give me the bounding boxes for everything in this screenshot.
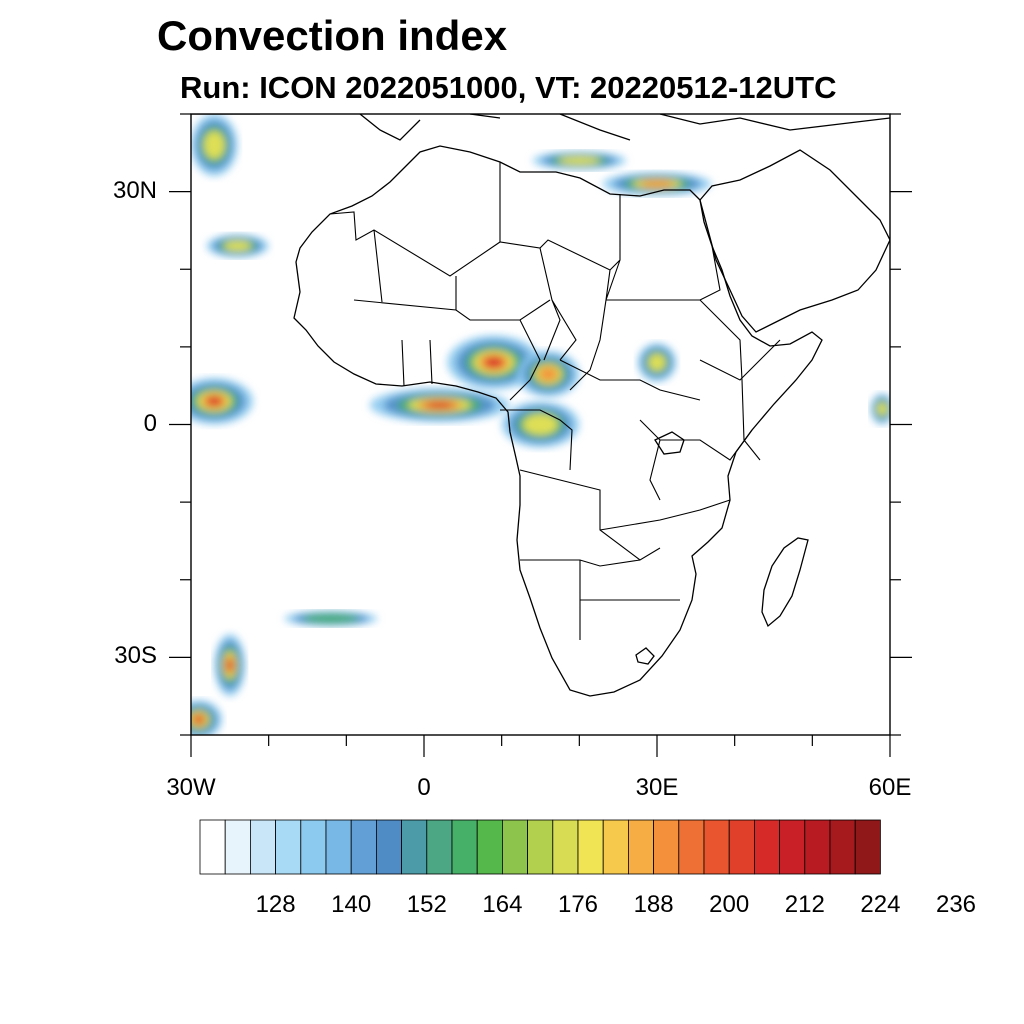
axis-ticks [169,113,912,757]
colorbar-label: 212 [785,891,825,918]
colorbar-box [678,819,705,875]
lake-victoria [654,431,685,455]
europe-coastline [191,114,890,141]
colorbar-box [249,819,276,875]
contour-fill [194,715,204,724]
convection-cell-atlantic-south [214,634,246,697]
colorbar-box [501,819,528,875]
lesotho [635,647,655,665]
lon-tick-label: 0 [417,774,431,801]
contour-fill [648,353,666,372]
colorbar-label: 236 [936,891,976,918]
colorbar-label: 200 [709,891,749,918]
lon-tick-label: 60E [868,774,912,801]
contour-fill [876,401,888,416]
contour-fill [302,613,359,624]
colorbar-box [552,819,579,875]
lon-tick-label: 30E [635,774,679,801]
convection-cell-atlantic-south-streak [284,610,378,627]
contour-fill [425,401,454,409]
colorbar-box [779,819,806,875]
colorbar-box [577,819,604,875]
colorbar-box [325,819,352,875]
colorbar-label: 140 [331,891,371,918]
africa-coastline [293,145,823,697]
convection-cell-east-africa-coast [870,393,890,425]
contour-fill [226,658,233,672]
arabia-coastline [699,149,890,333]
colorbar-label: 152 [407,891,447,918]
contour-fill [223,240,252,252]
colorbar-label: 176 [558,891,598,918]
colorbar-box [451,819,478,875]
chart-title: Convection index [157,12,508,59]
colorbar-box [426,819,453,875]
madagascar-coastline [761,537,809,628]
colorbar-box [300,819,327,875]
convection-cell-atlantic-northwest-arc [191,114,238,177]
colorbar-label: 224 [860,891,900,918]
colorbar-label: 188 [634,891,674,918]
convection-cell-mediterranean-central [532,151,626,170]
colorbar-box [275,819,302,875]
colorbar-box [602,819,629,875]
colorbar-label: 128 [256,891,296,918]
contour-fill [523,414,558,435]
colorbar-box [854,819,881,875]
convection-cell-congo-basin [501,401,580,448]
colorbar-box [653,819,680,875]
colorbar-box [754,819,781,875]
contour-fill [639,180,675,188]
convection-cell-south-sudan [637,342,677,382]
contour-fill [558,156,601,165]
lat-tick-label: 30N [112,176,157,204]
colorbar-box [224,819,251,875]
lon-tick-label: 30W [166,774,216,801]
colorbar-box [350,819,377,875]
colorbar-box [728,819,755,875]
colorbar-box [375,819,402,875]
convection-cell-guinea-coast-band [369,388,510,423]
convection-cell-atlantic-itcz-west [191,377,254,425]
country-borders [329,162,781,640]
convection-field [191,114,890,735]
colorbar-box [829,819,856,875]
colorbar-box [527,819,554,875]
contour-fill [203,131,225,160]
colorbar-box [199,819,226,875]
coastlines-and-borders [191,114,890,697]
convection-cell-atlantic-southwest-corner [191,700,223,735]
colorbar-box [703,819,730,875]
lat-tick-label: 0 [143,409,157,437]
contour-fill [206,396,223,406]
lat-tick-label: 30S [114,642,157,670]
colorbar-box [628,819,655,875]
convection-cell-atlantic-north [206,234,269,258]
colorbar-box [476,819,503,875]
contour-fill [484,356,504,368]
chart-subtitle: Run: ICON 2022051000, VT: 20220512-12UTC [180,70,837,105]
colorbar-box [401,819,428,875]
contour-fill [538,366,559,382]
convection-cell-nigeria-cameroon [447,335,541,390]
colorbar-box [804,819,831,875]
colorbar-label: 164 [482,891,522,918]
